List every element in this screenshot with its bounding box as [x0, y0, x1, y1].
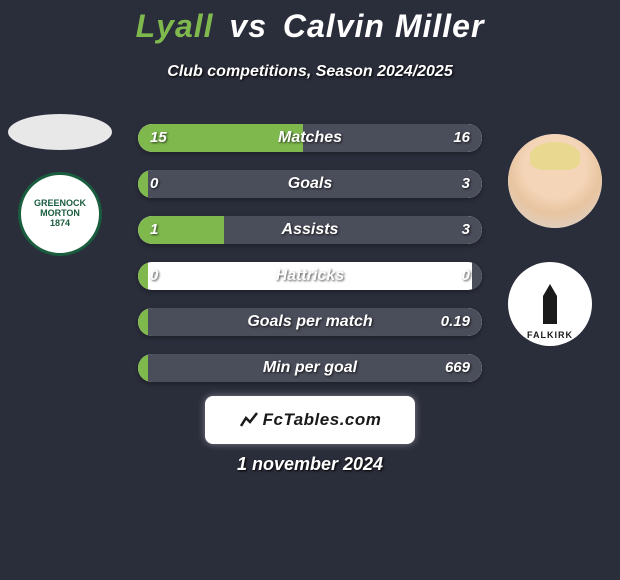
player1-avatar-placeholder [8, 114, 112, 150]
left-avatars: GREENOCK MORTON 1874 [8, 114, 112, 256]
brand-badge: FcTables.com [205, 396, 415, 444]
stat-label: Min per goal [138, 354, 482, 382]
subtitle: Club competitions, Season 2024/2025 [0, 63, 620, 81]
stat-label: Hattricks [138, 262, 482, 290]
stat-value-right: 0 [462, 262, 470, 290]
stat-row: 0Goals3 [138, 170, 482, 198]
stat-value-right: 0.19 [441, 308, 470, 336]
club1-year: 1874 [21, 219, 99, 229]
player2-face-icon [508, 134, 602, 228]
tower-icon [536, 284, 564, 324]
brand-text: FcTables.com [263, 410, 382, 430]
comparison-title: Lyall vs Calvin Miller [0, 0, 620, 45]
stat-value-right: 3 [462, 170, 470, 198]
player1-club-badge: GREENOCK MORTON 1874 [18, 172, 102, 256]
stat-value-right: 669 [445, 354, 470, 382]
comparison-bars: 15Matches160Goals31Assists30Hattricks0Go… [138, 124, 482, 400]
vs-text: vs [229, 8, 267, 44]
footer-date: 1 november 2024 [0, 454, 620, 475]
stat-label: Matches [138, 124, 482, 152]
stat-row: 15Matches16 [138, 124, 482, 152]
player1-name: Lyall [136, 8, 214, 44]
stat-label: Goals per match [138, 308, 482, 336]
right-avatars: FALKIRK [508, 124, 602, 346]
chart-icon [239, 410, 259, 430]
player2-name: Calvin Miller [283, 8, 485, 44]
club1-name: GREENOCK MORTON [21, 199, 99, 219]
stat-row: 0Hattricks0 [138, 262, 482, 290]
stat-row: Goals per match0.19 [138, 308, 482, 336]
player2-club-badge: FALKIRK [508, 262, 592, 346]
stat-row: Min per goal669 [138, 354, 482, 382]
stat-value-right: 16 [453, 124, 470, 152]
stat-value-right: 3 [462, 216, 470, 244]
player2-avatar [508, 134, 602, 228]
club2-name: FALKIRK [527, 330, 573, 340]
stat-label: Goals [138, 170, 482, 198]
stat-row: 1Assists3 [138, 216, 482, 244]
stat-label: Assists [138, 216, 482, 244]
